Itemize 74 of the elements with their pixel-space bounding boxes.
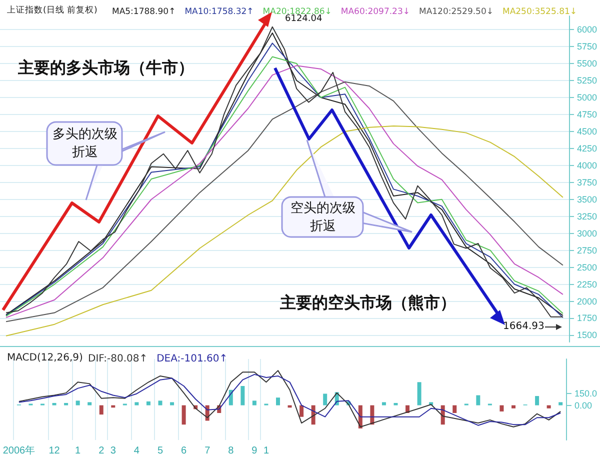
bar bbox=[511, 405, 516, 408]
annotation: 多头的次级折返 bbox=[52, 126, 118, 162]
annotation: 主要的多头市场（牛市） bbox=[18, 58, 194, 79]
y-tick-label: 1750 bbox=[576, 313, 598, 324]
x-tick-label: 1 bbox=[263, 446, 270, 456]
series-label: DEA:-101.60↑ bbox=[156, 354, 228, 364]
bar bbox=[535, 396, 540, 406]
annotation: 主要的空头市场（熊市） bbox=[280, 293, 456, 314]
bar bbox=[134, 402, 139, 406]
bar bbox=[417, 382, 422, 406]
bar bbox=[558, 402, 563, 406]
y-tick-label: 3250 bbox=[576, 211, 598, 222]
y-tick-label: 5000 bbox=[576, 92, 598, 102]
y-tick-label: 2500 bbox=[576, 262, 598, 272]
text: MA10:1758.32↑ bbox=[184, 7, 254, 17]
bar bbox=[170, 402, 174, 406]
x-tick-label: 3 bbox=[110, 446, 116, 456]
annotation: 6124.04 bbox=[285, 14, 322, 24]
bar bbox=[382, 402, 386, 406]
y-tick-label: 2750 bbox=[576, 245, 598, 256]
bar bbox=[394, 402, 398, 406]
x-tick-label: 1 bbox=[75, 446, 82, 456]
bar bbox=[546, 405, 551, 408]
y-tick-label: 3750 bbox=[576, 177, 598, 188]
x-tick-label: 9 bbox=[252, 446, 258, 456]
line-series bbox=[6, 126, 564, 336]
chart-title: 上证指数(日线 前复权) bbox=[7, 4, 98, 16]
text: MA5:1788.90↑ bbox=[112, 7, 176, 17]
y-tick-label: 3500 bbox=[576, 194, 598, 204]
y-tick-label: 6000 bbox=[576, 24, 598, 35]
x-tick-label: 5 bbox=[157, 446, 164, 456]
y-tick-label: 5500 bbox=[576, 58, 598, 69]
bar bbox=[323, 394, 328, 406]
y-tick-label: 4750 bbox=[576, 109, 598, 120]
y-tick-label: 0.00 bbox=[574, 400, 592, 410]
y-tick-label: 2000 bbox=[576, 296, 598, 306]
bar bbox=[64, 402, 68, 406]
bar bbox=[300, 405, 304, 417]
annotation: 1664.93 bbox=[503, 321, 544, 332]
bar bbox=[500, 405, 504, 412]
text: MA60:2097.23↓ bbox=[340, 7, 410, 17]
annotation: 空头的次级折返 bbox=[290, 200, 356, 236]
text: MA120:2529.50↓ bbox=[418, 7, 494, 17]
x-tick-label: 8 bbox=[228, 446, 234, 456]
y-tick-label: 5750 bbox=[576, 42, 598, 52]
y-tick-label: 1500 bbox=[576, 330, 598, 340]
bar bbox=[476, 395, 480, 406]
x-tick-label: 6 bbox=[181, 446, 188, 456]
bar bbox=[146, 401, 150, 406]
bar bbox=[276, 398, 280, 406]
y-tick-label: 4500 bbox=[576, 126, 598, 136]
x-tick-label: 12 bbox=[48, 446, 60, 456]
chart-title: MACD(12,26,9) bbox=[7, 352, 84, 364]
x-tick-label: 4 bbox=[134, 446, 140, 456]
text: MA250:3525.81↓ bbox=[502, 7, 578, 17]
y-tick-label: 4000 bbox=[576, 160, 598, 170]
bar bbox=[88, 402, 92, 406]
bar bbox=[52, 402, 56, 406]
x-tick-label: 2006年 bbox=[2, 444, 36, 456]
y-tick-label: 3000 bbox=[576, 228, 598, 238]
y-tick-label: 5250 bbox=[576, 76, 598, 86]
y-tick-label: 150.0 bbox=[574, 388, 598, 399]
bar bbox=[252, 400, 256, 406]
x-tick-label: 7 bbox=[204, 446, 211, 456]
y-tick-label: 2250 bbox=[576, 279, 598, 290]
y-tick-label: 4250 bbox=[576, 143, 598, 154]
bar bbox=[99, 405, 104, 415]
bar bbox=[240, 386, 245, 406]
bar bbox=[158, 400, 162, 406]
bar bbox=[452, 405, 457, 413]
bar bbox=[76, 400, 80, 406]
x-tick-label: 2 bbox=[98, 446, 105, 456]
series-label: DIF:-80.08↑ bbox=[88, 354, 148, 364]
bar bbox=[182, 405, 186, 425]
